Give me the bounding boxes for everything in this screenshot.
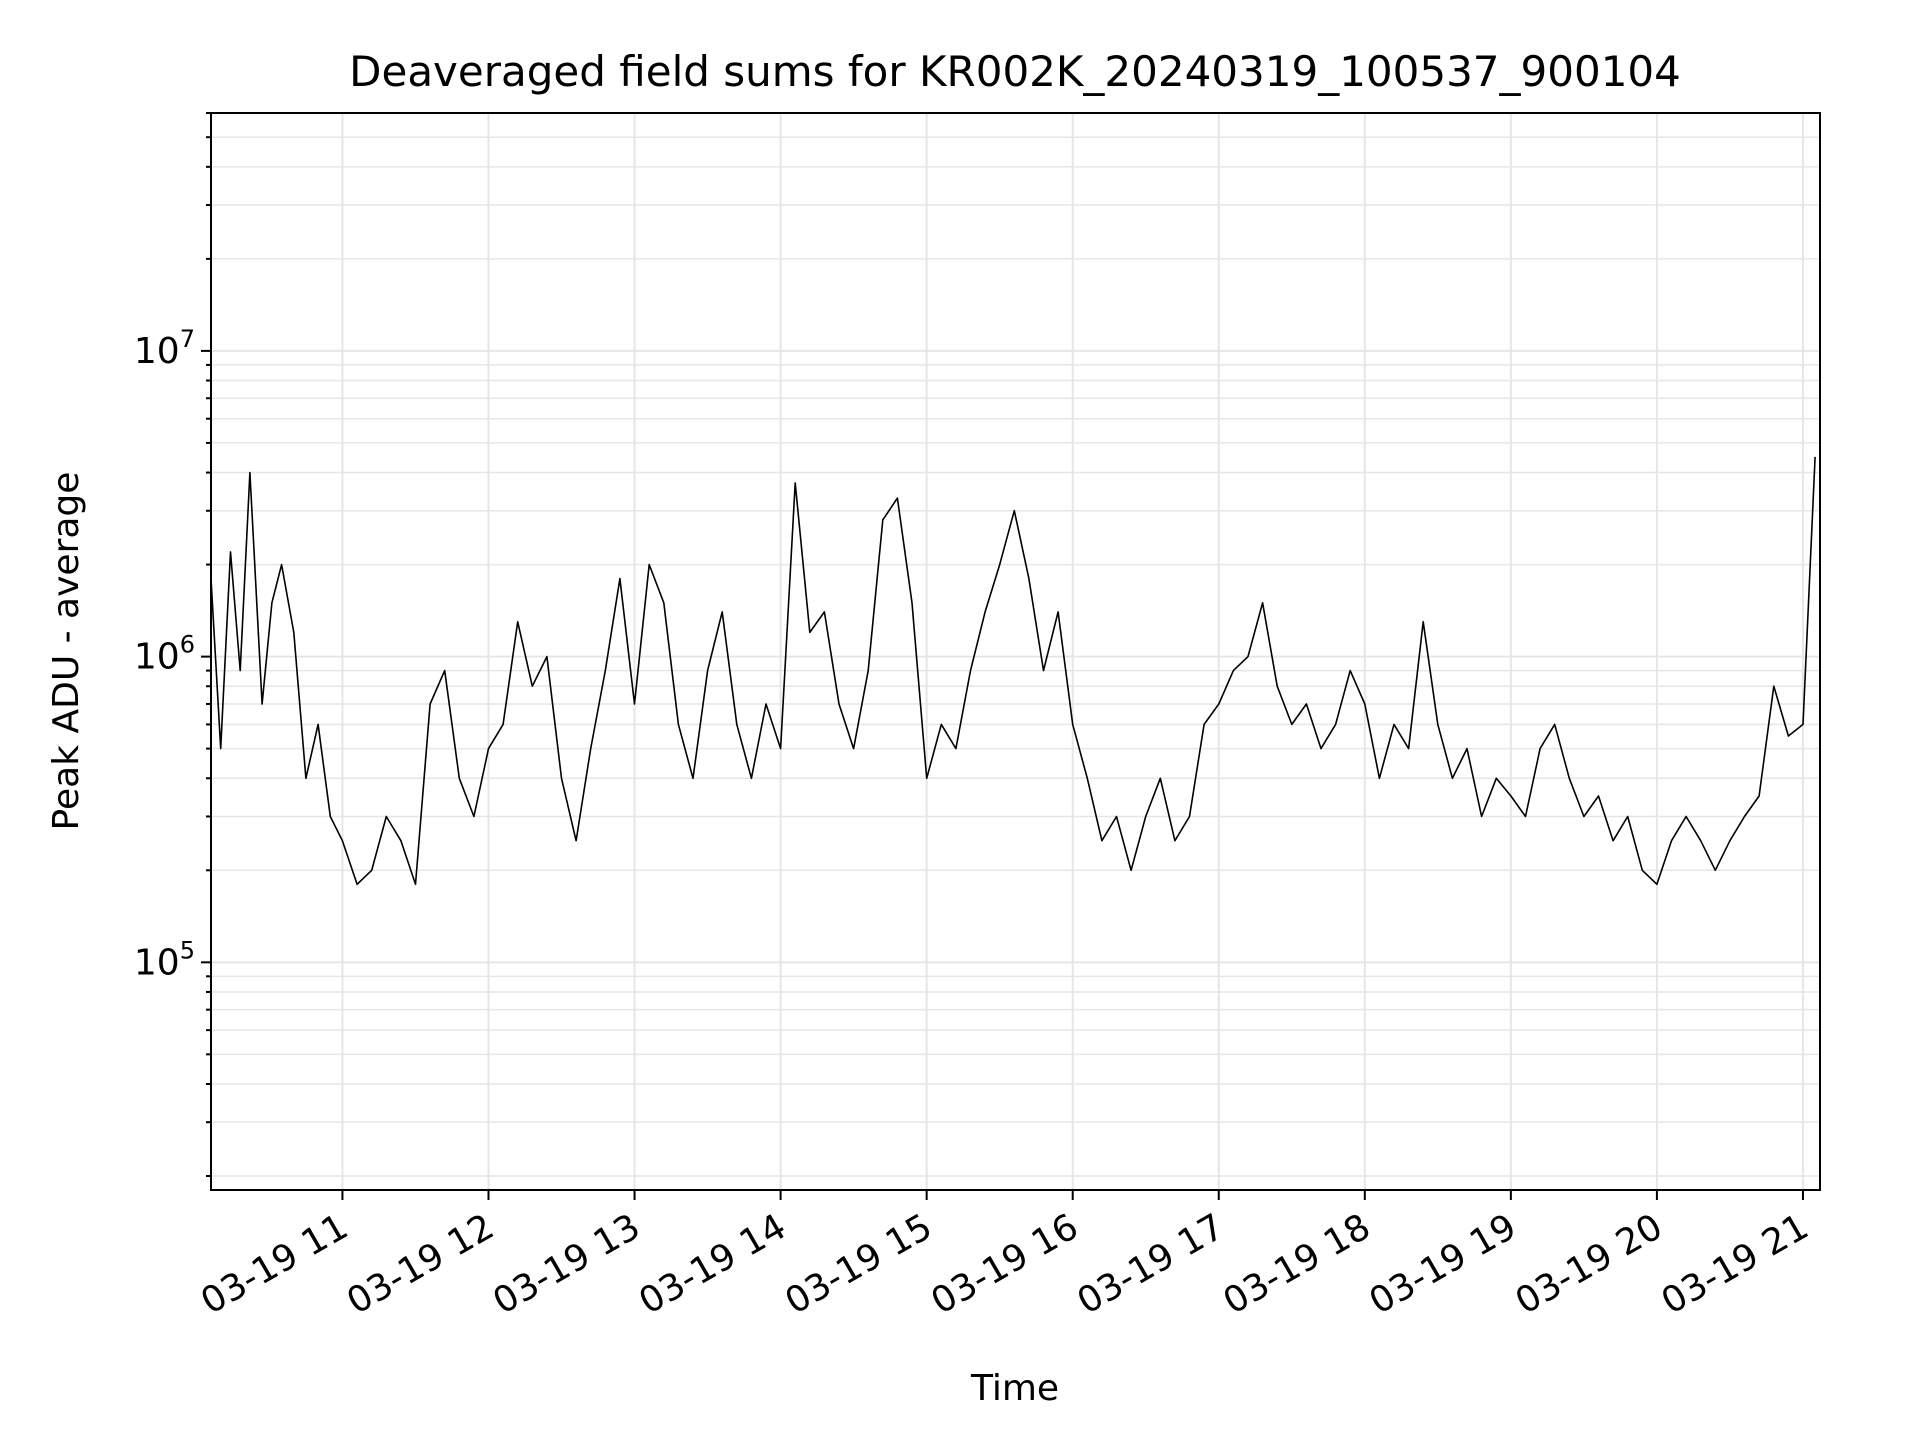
- plot-frame: [210, 112, 1821, 1191]
- grid: [211, 112, 1820, 1190]
- x-axis-label: Time: [970, 1368, 1059, 1409]
- y-tick-base: 10: [134, 331, 180, 372]
- y-tick-label: 105: [134, 936, 195, 983]
- y-tick-label: 106: [134, 631, 195, 678]
- y-tick-exponent: 6: [180, 631, 195, 659]
- series: [211, 456, 1816, 886]
- series-line: [211, 456, 1816, 886]
- y-axis-label: Peak ADU - average: [46, 472, 87, 831]
- y-tick-base: 10: [134, 637, 180, 678]
- y-tick-base: 10: [134, 942, 180, 983]
- y-tick-exponent: 7: [180, 325, 195, 353]
- y-tick-exponent: 5: [180, 936, 195, 964]
- y-tick-label: 107: [134, 325, 195, 372]
- chart-title: Deaveraged field sums for KR002K_2024031…: [349, 47, 1681, 96]
